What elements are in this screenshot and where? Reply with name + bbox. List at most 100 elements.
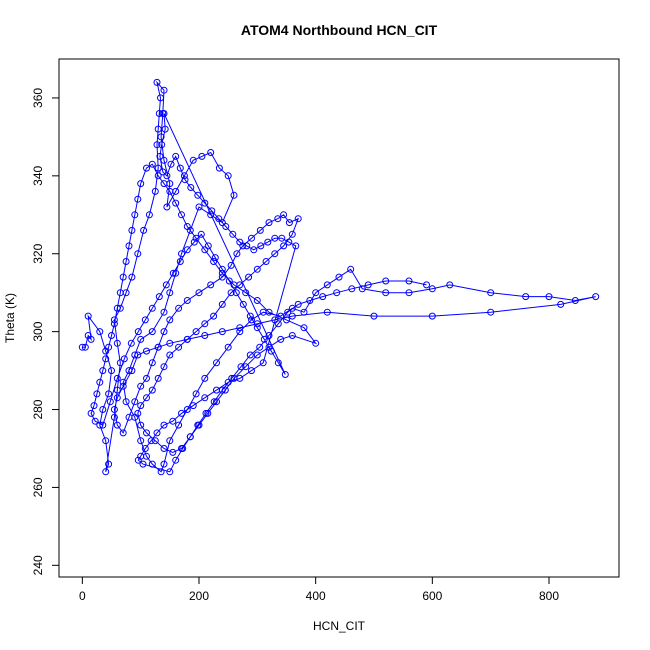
data-point [119,273,127,281]
data-point [382,289,390,297]
data-point [78,343,86,351]
data-point [96,421,104,429]
data-point [271,234,279,242]
data-point [128,273,136,281]
data-point [128,226,136,234]
data-point [175,421,183,429]
data-point [259,359,267,367]
data-point [227,261,235,269]
data-point [232,289,240,297]
data-point [246,312,254,320]
chart-title: ATOM4 Northbound HCN_CIT [241,22,438,38]
data-point [172,456,180,464]
data-point [210,258,218,265]
data-point [280,211,288,219]
data-point [102,468,110,476]
data-point [128,367,136,375]
data-point [122,258,130,265]
data-point [116,359,124,367]
y-tick-label: 360 [31,88,45,108]
data-point [113,374,121,382]
data-point [215,215,223,223]
data-point [224,172,232,180]
data-point [202,409,210,417]
data-point [139,460,147,468]
data-point [178,211,185,219]
data-point [230,191,238,199]
data-point [288,230,296,238]
data-point [335,273,343,281]
data-point [428,285,436,293]
data-point [113,339,121,347]
data-point [253,265,261,273]
data-point [285,238,293,246]
data-point [239,300,247,308]
data-point [201,320,209,328]
data-point [179,445,187,452]
data-point [423,281,430,289]
data-point [127,339,135,347]
data-point [143,394,150,402]
data-point [218,273,226,281]
data-point [221,386,229,394]
data-point [166,351,174,359]
data-point [134,409,142,417]
data-point [105,460,113,468]
data-point [207,149,215,156]
data-point [213,398,220,406]
data-point [265,343,273,351]
data-point [134,328,142,336]
data-point [157,94,164,102]
data-point [154,343,162,351]
data-point [189,402,197,410]
data-point [283,316,290,324]
data-point [125,413,133,421]
data-point [87,409,95,417]
data-point [183,297,191,304]
data-point [148,328,156,336]
data-point [96,378,104,386]
data-point [288,332,296,339]
data-point [253,320,261,328]
data-point [125,367,133,375]
data-point [211,254,219,262]
data-point [218,386,226,394]
data-point [163,172,171,180]
data-point [148,386,156,394]
data-point [137,180,145,188]
data-point [122,398,130,406]
data-point [207,281,215,289]
data-point [113,394,121,402]
data-point [323,281,331,289]
y-tick-label: 280 [31,399,45,419]
data-point [166,289,174,297]
data-point [137,402,145,410]
data-point [364,281,372,289]
y-tick-label: 240 [31,555,45,575]
data-point [222,223,230,230]
data-point [137,335,145,343]
data-point [134,195,142,203]
data-point [175,304,183,312]
data-point [178,409,185,417]
data-point [265,332,273,339]
x-tick-label: 400 [306,589,326,603]
data-point [382,277,390,285]
data-point [557,300,565,308]
data-point [120,355,128,363]
data-point [312,289,320,297]
data-point [210,312,218,320]
data-point [160,86,168,94]
data-point [253,297,261,304]
data-point [522,293,530,301]
data-point [160,460,168,468]
data-point [166,316,174,324]
data-point [166,339,174,347]
data-point [370,312,378,320]
data-point [105,343,113,351]
data-point [155,110,163,117]
data-point [93,390,101,398]
data-point [140,226,148,234]
x-axis: 0 200 400 600 800 [79,577,559,603]
data-point [125,242,133,250]
